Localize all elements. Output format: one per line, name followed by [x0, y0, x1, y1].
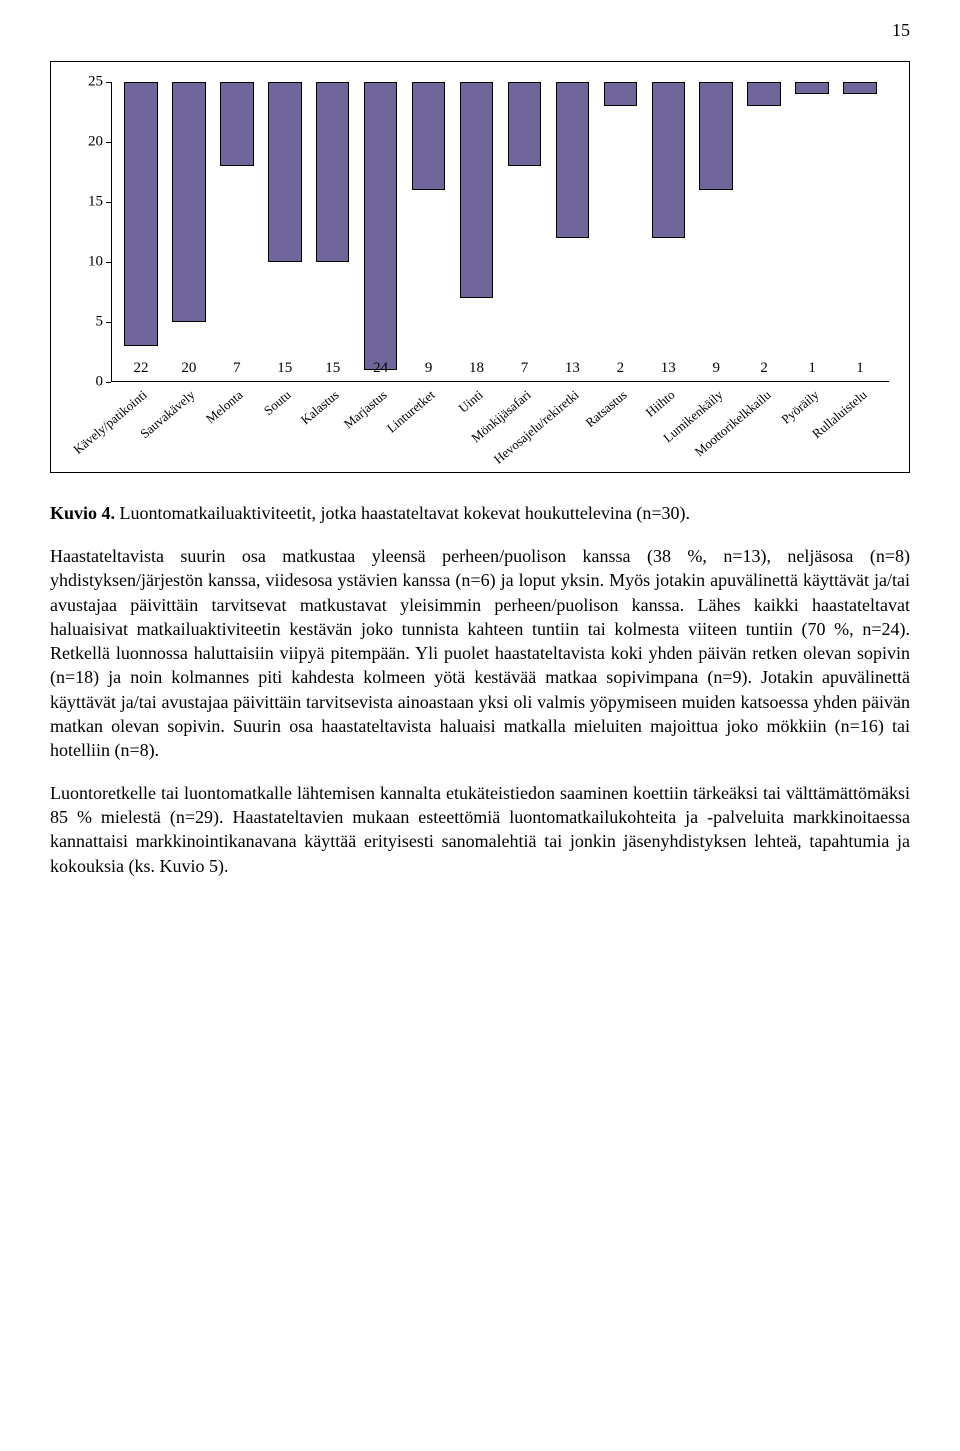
bar-value-label: 20 [181, 360, 196, 377]
bar-value-label: 22 [133, 360, 148, 377]
bar-slot: 9 [692, 82, 740, 381]
bar-chart: 0510152025 222071515249187132139211 Käve… [71, 82, 889, 462]
bar [699, 82, 733, 190]
bar [124, 82, 158, 346]
bar-slot: 24 [357, 82, 405, 381]
y-tick-label: 25 [88, 74, 103, 91]
y-tick-label: 15 [88, 194, 103, 211]
bar-slot: 15 [261, 82, 309, 381]
bar-slot: 18 [453, 82, 501, 381]
bar-slot: 15 [309, 82, 357, 381]
x-label: Rullaluistelu [836, 387, 884, 462]
bar [747, 82, 781, 106]
y-tick-label: 10 [88, 254, 103, 271]
bar-value-label: 1 [856, 360, 864, 377]
bar-value-label: 15 [277, 360, 292, 377]
bar-slot: 1 [836, 82, 884, 381]
bar-slot: 22 [117, 82, 165, 381]
caption-text: Luontomatkailuaktiviteetit, jotka haasta… [115, 503, 690, 523]
bar-slot: 13 [548, 82, 596, 381]
bar-slot: 9 [405, 82, 453, 381]
bar-chart-frame: 0 5 10 15 20 25 22 20 7 15 15 24 9 18 7 13 2 13 9 2 1 1 Käve… [50, 61, 910, 473]
plot-area: 22 20 7 15 15 24 9 18 7 13 2 13 9 2 1 1 [111, 82, 889, 382]
x-label-text: Kävely/patikointi [70, 387, 150, 458]
bar [460, 82, 494, 298]
bar [364, 82, 398, 370]
y-tick-label: 20 [88, 134, 103, 151]
paragraph-1: Haastateltavista suurin osa matkustaa yl… [50, 544, 910, 763]
x-label-text: Uinti [456, 387, 487, 416]
bar-value-label: 1 [808, 360, 816, 377]
bar-value-label: 13 [661, 360, 676, 377]
bar-slot: 2 [740, 82, 788, 381]
bar-value-label: 9 [712, 360, 720, 377]
x-label: Sauvakävely [164, 387, 212, 462]
bar [604, 82, 638, 106]
x-label-text: Soutu [261, 387, 295, 419]
x-label: Soutu [260, 387, 308, 462]
paragraph-2: Luontoretkelle tai luontomatkalle lähtem… [50, 781, 910, 878]
x-label-text: Hiihto [643, 387, 679, 421]
x-label: Ratsastus [596, 387, 644, 462]
bar-value-label: 15 [325, 360, 340, 377]
bar [220, 82, 254, 166]
bar-slot: 1 [788, 82, 836, 381]
bar [172, 82, 206, 322]
y-tick-label: 0 [96, 374, 104, 391]
bar-value-label: 2 [617, 360, 625, 377]
bar-value-label: 13 [565, 360, 580, 377]
bar-slot: 7 [213, 82, 261, 381]
bar [412, 82, 446, 190]
page-number: 15 [50, 20, 910, 41]
x-label: Linturetket [404, 387, 452, 462]
figure-caption: Kuvio 4. Luontomatkailuaktiviteetit, jot… [50, 503, 910, 524]
bar [843, 82, 877, 94]
bar [316, 82, 350, 262]
bar [508, 82, 542, 166]
bar-value-label: 2 [760, 360, 768, 377]
bar-value-label: 7 [521, 360, 529, 377]
y-tick-label: 5 [96, 314, 104, 331]
bar-slot: 13 [644, 82, 692, 381]
bar-slot: 7 [501, 82, 549, 381]
bars-container: 22 20 7 15 15 24 9 18 7 13 2 13 9 2 1 1 [112, 82, 889, 381]
x-axis-labels: Kävely/patikointiSauvakävelyMelontaSoutu… [111, 387, 889, 462]
bar-value-label: 24 [373, 360, 388, 377]
bar [795, 82, 829, 94]
caption-label: Kuvio 4. [50, 503, 115, 523]
bar-value-label: 7 [233, 360, 241, 377]
x-label: Melonta [212, 387, 260, 462]
bar-slot: 2 [596, 82, 644, 381]
bar-value-label: 18 [469, 360, 484, 377]
bar [556, 82, 590, 238]
y-tick-mark [106, 382, 111, 383]
bar [652, 82, 686, 238]
x-label: Moottorikelkkailu [740, 387, 788, 462]
y-axis: 0510152025 [71, 82, 111, 382]
bar-value-label: 9 [425, 360, 433, 377]
bar-slot: 20 [165, 82, 213, 381]
bar [268, 82, 302, 262]
